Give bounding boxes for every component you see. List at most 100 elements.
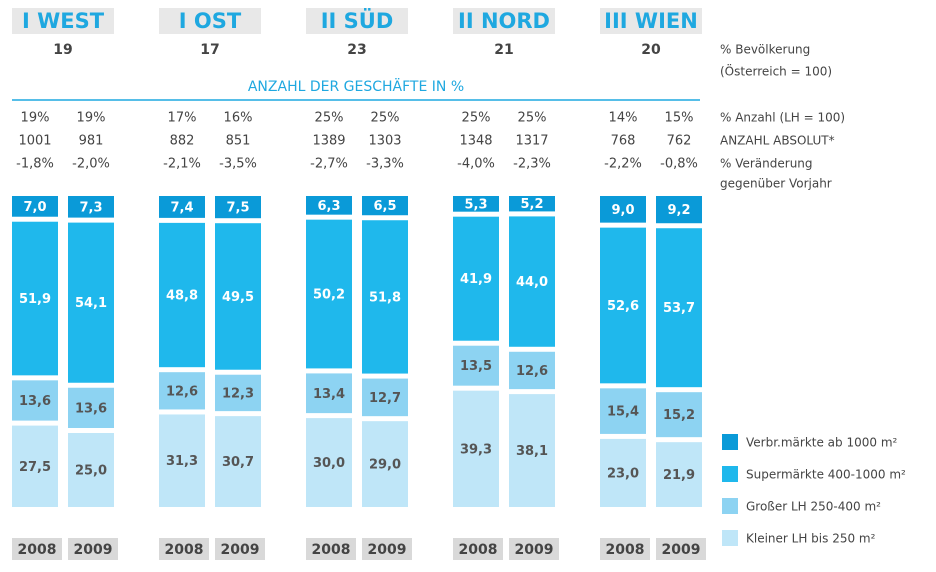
region-header: I WEST	[22, 9, 105, 33]
change: -2,7%	[310, 157, 348, 172]
legend-swatch	[722, 498, 738, 514]
bar-label: 5,2	[520, 197, 543, 212]
year-bg	[453, 538, 503, 560]
bar-label: 21,9	[663, 468, 695, 483]
bar-segment	[509, 351, 555, 390]
bar-label: 12,6	[166, 384, 198, 399]
share: 25%	[315, 111, 344, 126]
bar-segment	[159, 222, 205, 368]
region-header-bg	[306, 8, 408, 34]
count: 1389	[312, 134, 345, 149]
bar-segment	[600, 196, 646, 223]
bar-label: 54,1	[75, 296, 107, 311]
row-label: % Veränderung	[720, 157, 813, 171]
bar-segment	[215, 374, 261, 412]
bar-segment	[306, 219, 352, 369]
bar-label: 23,0	[607, 466, 639, 481]
bar-label: 50,2	[313, 288, 345, 303]
bar-label: 12,3	[222, 386, 254, 401]
change: -2,1%	[163, 157, 201, 172]
bar-label: 44,0	[516, 275, 548, 290]
bar-label: 51,8	[369, 290, 401, 305]
year-bg	[656, 538, 706, 560]
year-label: 2009	[74, 542, 113, 558]
bar-segment	[159, 372, 205, 410]
population: 19	[53, 42, 72, 58]
population: 21	[494, 42, 513, 58]
year-label: 2009	[515, 542, 554, 558]
population: 17	[200, 42, 219, 58]
year-label: 2008	[18, 542, 57, 558]
share: 19%	[21, 111, 50, 126]
bar-segment	[215, 416, 261, 507]
count: 882	[170, 134, 195, 149]
bar-label: 27,5	[19, 460, 51, 475]
bar-segment	[600, 388, 646, 434]
bar-segment	[509, 196, 555, 212]
bar-segment	[453, 196, 499, 212]
bar-label: 49,5	[222, 290, 254, 305]
bar-segment	[509, 394, 555, 507]
year-bg	[362, 538, 412, 560]
change: -2,2%	[604, 157, 642, 172]
share: 25%	[518, 111, 547, 126]
year-label: 2009	[662, 542, 701, 558]
legend-swatch	[722, 466, 738, 482]
year-label: 2008	[165, 542, 204, 558]
legend-label: Supermärkte 400-1000 m²	[746, 468, 906, 482]
bar-segment	[12, 196, 58, 217]
bar-segment	[656, 392, 702, 438]
bar-label: 9,0	[611, 203, 634, 218]
row-label: % Bevölkerung	[720, 43, 810, 57]
bar-label: 38,1	[516, 444, 548, 459]
bar-label: 15,2	[663, 408, 695, 423]
bar-label: 13,6	[75, 401, 107, 416]
legend-label: Großer LH 250-400 m²	[746, 500, 881, 514]
year-bg	[215, 538, 265, 560]
year-label: 2008	[606, 542, 645, 558]
bar-label: 7,0	[23, 200, 46, 215]
legend-label: Kleiner LH bis 250 m²	[746, 532, 876, 546]
bar-label: 53,7	[663, 301, 695, 316]
bar-segment	[215, 196, 261, 219]
year-bg	[306, 538, 356, 560]
bar-label: 12,6	[516, 364, 548, 379]
bar-segment	[215, 223, 261, 370]
bar-label: 13,5	[460, 359, 492, 374]
bar-segment	[159, 414, 205, 507]
bar-label: 31,3	[166, 454, 198, 469]
bar-segment	[453, 345, 499, 386]
count: 981	[79, 134, 104, 149]
bar-label: 12,7	[369, 391, 401, 406]
bar-segment	[656, 442, 702, 507]
bar-segment	[656, 196, 702, 224]
bar-label: 30,7	[222, 455, 254, 470]
bar-segment	[600, 227, 646, 384]
bar-segment	[362, 220, 408, 374]
legend-swatch	[722, 434, 738, 450]
change: -1,8%	[16, 157, 54, 172]
year-label: 2008	[459, 542, 498, 558]
year-bg	[600, 538, 650, 560]
count: 762	[667, 134, 692, 149]
region-header: II NORD	[458, 9, 550, 33]
region-header-bg	[159, 8, 261, 34]
bar-label: 48,8	[166, 289, 198, 304]
region-header-bg	[453, 8, 555, 34]
bar-label: 29,0	[369, 458, 401, 473]
bar-segment	[68, 433, 114, 507]
bar-segment	[306, 418, 352, 507]
count: 1348	[459, 134, 492, 149]
count: 1303	[368, 134, 401, 149]
change: -2,3%	[513, 157, 551, 172]
population: 23	[347, 42, 366, 58]
change: -4,0%	[457, 157, 495, 172]
bar-segment	[12, 380, 58, 421]
year-bg	[12, 538, 62, 560]
change: -3,3%	[366, 157, 404, 172]
share: 25%	[371, 111, 400, 126]
change: -0,8%	[660, 157, 698, 172]
bar-segment	[68, 387, 114, 428]
legend-label: Verbr.märkte ab 1000 m²	[746, 436, 898, 450]
